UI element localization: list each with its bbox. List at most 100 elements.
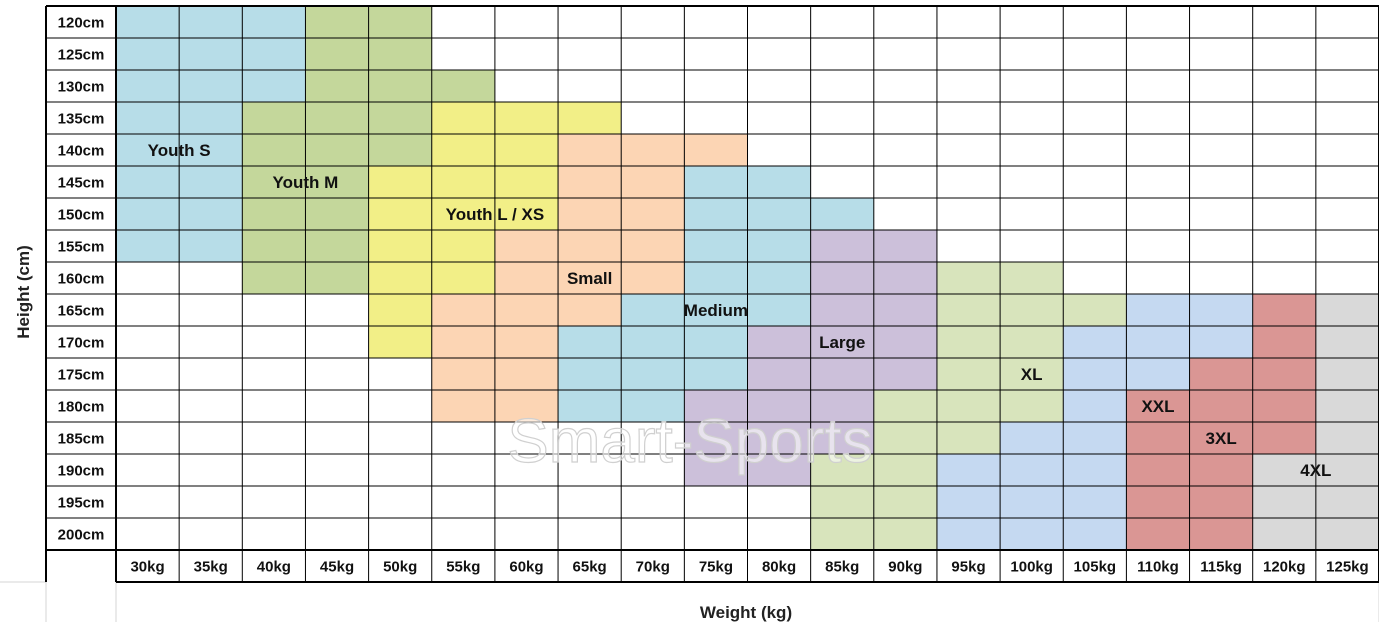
cell-xxl — [1000, 422, 1064, 454]
cell-medium — [684, 230, 748, 262]
weight-label: 40kg — [257, 559, 291, 576]
cell-large — [873, 262, 937, 294]
cell-youth-s — [179, 166, 243, 198]
cell-youth-m — [242, 198, 306, 230]
size-label: Small — [567, 269, 612, 288]
cell-3xl — [1189, 422, 1253, 454]
weight-label: 110kg — [1137, 559, 1179, 576]
cell-youth-l-xs — [494, 134, 559, 166]
cell-large — [873, 230, 937, 262]
weight-label: 85kg — [825, 559, 859, 576]
cell-3xl — [1126, 486, 1190, 518]
weight-label: 100kg — [1010, 559, 1053, 576]
cell-large — [684, 422, 748, 454]
height-tick-labels: 120cm 125cm 130cm 135cm 140cm 145cm 150cm 155cm… — [58, 15, 105, 544]
cell-xl — [873, 422, 937, 454]
weight-label: 50kg — [383, 559, 417, 576]
weight-label: 75kg — [699, 559, 733, 576]
height-label: 120cm — [58, 15, 105, 32]
cell-xxl — [1063, 326, 1127, 358]
cell-4xl — [1315, 390, 1379, 422]
cell-xxl — [1000, 486, 1064, 518]
cell-large — [747, 326, 811, 358]
cell-xl — [936, 422, 1001, 454]
cell-xl — [936, 390, 1001, 422]
cell-small — [621, 134, 685, 166]
cell-youth-l-xs — [494, 198, 559, 230]
cell-youth-s — [116, 198, 180, 230]
cell-xl — [936, 262, 1001, 294]
height-label: 160cm — [58, 271, 105, 288]
cell-youth-s — [179, 198, 243, 230]
cell-medium — [558, 326, 622, 358]
height-label: 155cm — [58, 239, 105, 256]
cell-medium — [684, 166, 748, 198]
cell-xxl — [1063, 454, 1127, 486]
cell-youth-l-xs — [431, 134, 495, 166]
cell-youth-m — [431, 70, 495, 102]
cell-xxl — [1126, 294, 1190, 326]
cell-youth-l-xs — [431, 230, 495, 262]
weight-label: 80kg — [762, 559, 796, 576]
cell-4xl — [1315, 422, 1379, 454]
cell-youth-l-xs — [431, 166, 495, 198]
cell-large — [747, 390, 811, 422]
cell-large — [747, 422, 811, 454]
height-label: 185cm — [58, 431, 105, 448]
cell-youth-s — [116, 134, 180, 166]
cell-youth-s — [116, 70, 180, 102]
cell-large — [810, 326, 874, 358]
size-label: XXL — [1141, 397, 1174, 416]
cell-youth-l-xs — [368, 198, 432, 230]
cell-youth-m — [305, 38, 369, 70]
weight-label: 35kg — [194, 559, 228, 576]
cell-youth-s — [179, 70, 243, 102]
height-label: 195cm — [58, 495, 105, 512]
cell-xl — [873, 454, 937, 486]
cell-xxl — [1000, 518, 1064, 550]
cell-3xl — [1252, 422, 1316, 454]
cell-xxl — [1063, 390, 1127, 422]
cell-youth-s — [116, 6, 180, 38]
cell-large — [684, 454, 748, 486]
weight-label: 60kg — [509, 559, 543, 576]
cell-3xl — [1252, 326, 1316, 358]
weight-label: 45kg — [320, 559, 354, 576]
cell-youth-s — [116, 102, 180, 134]
cell-large — [873, 326, 937, 358]
size-label: 4XL — [1300, 461, 1331, 480]
watermark: Smart-Sports — [507, 407, 872, 476]
weight-label: 90kg — [888, 559, 922, 576]
height-label: 190cm — [58, 463, 105, 480]
cell-medium — [684, 198, 748, 230]
cell-youth-s — [116, 38, 180, 70]
cell-medium — [621, 294, 685, 326]
weight-label: 105kg — [1074, 559, 1117, 576]
cell-3xl — [1126, 422, 1190, 454]
cell-small — [431, 294, 495, 326]
cell-youth-m — [305, 262, 369, 294]
cell-small — [558, 294, 622, 326]
cell-large — [810, 422, 874, 454]
cell-xxl — [936, 518, 1001, 550]
cell-xl — [936, 326, 1001, 358]
cell-xxl — [936, 454, 1001, 486]
x-axis-title: Weight (kg) — [700, 603, 792, 622]
weight-label: 125kg — [1326, 559, 1369, 576]
cell-small — [558, 198, 622, 230]
cell-youth-m — [242, 134, 306, 166]
cell-3xl — [1189, 486, 1253, 518]
cell-small — [494, 262, 559, 294]
cell-3xl — [1189, 358, 1253, 390]
cell-xxl — [1063, 358, 1127, 390]
cell-small — [494, 326, 559, 358]
cell-youth-s — [179, 102, 243, 134]
cell-youth-m — [305, 6, 369, 38]
cell-large — [873, 294, 937, 326]
cell-small — [621, 262, 685, 294]
chart-gridlines — [0, 5, 1379, 622]
cell-4xl — [1252, 518, 1316, 550]
cell-xl — [1000, 326, 1064, 358]
cell-large — [747, 454, 811, 486]
cell-youth-s — [179, 38, 243, 70]
